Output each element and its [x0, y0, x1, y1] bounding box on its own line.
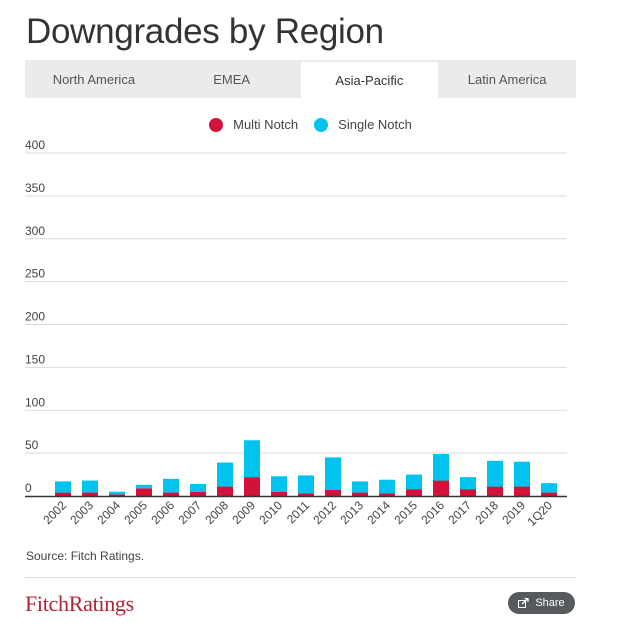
tab-north-america[interactable]: North America: [52, 71, 136, 87]
bar-multi-notch-2009[interactable]: [244, 477, 260, 496]
bar-multi-notch-2019[interactable]: [514, 486, 530, 496]
chart-title: Downgrades by Region: [26, 12, 384, 51]
bar-single-notch-2010[interactable]: [271, 476, 287, 492]
bar-single-notch-2014[interactable]: [379, 479, 395, 494]
x-tick-label-2007: 2007: [175, 498, 204, 527]
x-tick-label-2013: 2013: [337, 498, 366, 527]
x-tick-label-2004: 2004: [94, 498, 123, 527]
bar-multi-notch-1Q20[interactable]: [541, 492, 557, 496]
tab-emea[interactable]: EMEA: [213, 71, 251, 87]
y-tick-label-250: 250: [25, 267, 45, 281]
x-tick-label-2005: 2005: [121, 498, 150, 527]
x-tick-label-2016: 2016: [418, 498, 447, 527]
bar-multi-notch-2014[interactable]: [379, 493, 395, 496]
bar-multi-notch-2016[interactable]: [433, 480, 449, 496]
bar-single-notch-2004[interactable]: [109, 491, 125, 495]
bar-single-notch-2003[interactable]: [82, 480, 98, 493]
x-tick-label-2008: 2008: [202, 498, 231, 527]
y-tick-label-0: 0: [25, 481, 32, 495]
bar-multi-notch-2002[interactable]: [55, 492, 71, 496]
x-tick-label-2009: 2009: [229, 498, 258, 527]
x-tick-label-2015: 2015: [391, 498, 420, 527]
y-tick-label-350: 350: [25, 181, 45, 195]
y-tick-label-400: 400: [25, 138, 45, 152]
legend-item-multi-notch[interactable]: Multi Notch: [209, 117, 298, 132]
chart-legend: Multi Notch Single Notch: [0, 117, 621, 132]
bar-single-notch-1Q20[interactable]: [541, 483, 557, 493]
bar-single-notch-2002[interactable]: [55, 481, 71, 493]
share-label: Share: [535, 597, 565, 609]
bar-chart: 0 50 100 150 200 250 300 350 400 2002200320042005…: [25, 138, 567, 529]
bar-multi-notch-2007[interactable]: [190, 491, 206, 496]
bar-single-notch-2011[interactable]: [298, 475, 314, 494]
bar-multi-notch-2013[interactable]: [352, 492, 368, 496]
region-tabs: North America EMEA Asia-Pacific Latin Am…: [25, 60, 576, 98]
legend-label-single-notch: Single Notch: [338, 117, 412, 132]
bar-multi-notch-2005[interactable]: [136, 488, 152, 496]
bar-multi-notch-2012[interactable]: [325, 489, 341, 496]
x-tick-label-2014: 2014: [364, 498, 393, 527]
bar-single-notch-2013[interactable]: [352, 481, 368, 493]
y-tick-label-50: 50: [25, 438, 39, 452]
bar-single-notch-2009[interactable]: [244, 440, 260, 478]
x-tick-label-2011: 2011: [284, 498, 312, 526]
bar-multi-notch-2018[interactable]: [487, 486, 503, 496]
tab-latin-america[interactable]: Latin America: [467, 71, 547, 87]
bar-multi-notch-2006[interactable]: [163, 492, 179, 496]
y-tick-label-150: 150: [25, 352, 45, 366]
x-tick-label-2017: 2017: [445, 498, 474, 527]
bar-single-notch-2018[interactable]: [487, 460, 503, 487]
bar-single-notch-2015[interactable]: [406, 474, 422, 490]
share-button[interactable]: Share: [508, 592, 575, 614]
legend-item-single-notch[interactable]: Single Notch: [314, 117, 412, 132]
bar-single-notch-2005[interactable]: [136, 484, 152, 489]
bar-single-notch-2006[interactable]: [163, 478, 179, 493]
legend-swatch-single-notch: [314, 117, 329, 132]
tab-asia-pacific[interactable]: Asia-Pacific: [300, 62, 439, 98]
bar-single-notch-2016[interactable]: [433, 453, 449, 481]
x-tick-label-2018: 2018: [472, 498, 501, 527]
bar-multi-notch-2004[interactable]: [109, 494, 125, 496]
x-tick-label-2019: 2019: [499, 498, 528, 527]
bar-single-notch-2019[interactable]: [514, 461, 530, 487]
bar-multi-notch-2008[interactable]: [217, 486, 233, 496]
bar-single-notch-2007[interactable]: [190, 483, 206, 492]
bar-single-notch-2017[interactable]: [460, 477, 476, 490]
x-tick-label-2012: 2012: [310, 498, 339, 527]
y-tick-label-300: 300: [25, 224, 45, 238]
bar-multi-notch-2015[interactable]: [406, 489, 422, 496]
y-tick-label-200: 200: [25, 310, 45, 324]
bar-multi-notch-2003[interactable]: [82, 492, 98, 496]
x-tick-label-2003: 2003: [67, 498, 96, 527]
share-icon: [518, 598, 529, 608]
bar-multi-notch-2017[interactable]: [460, 489, 476, 496]
bar-multi-notch-2010[interactable]: [271, 491, 287, 496]
x-tick-label-2002: 2002: [40, 498, 69, 527]
bar-single-notch-2012[interactable]: [325, 457, 341, 490]
bar-multi-notch-2011[interactable]: [298, 493, 314, 496]
x-tick-label-1Q20: 1Q20: [524, 498, 555, 529]
legend-swatch-multi-notch: [209, 117, 224, 132]
y-tick-label-100: 100: [25, 395, 45, 409]
source-note: Source: Fitch Ratings.: [26, 549, 145, 563]
legend-label-multi-notch: Multi Notch: [233, 117, 299, 132]
x-tick-label-2010: 2010: [256, 498, 285, 527]
fitch-ratings-logo: FitchRatings: [25, 591, 134, 616]
bar-single-notch-2008[interactable]: [217, 462, 233, 487]
x-tick-label-2006: 2006: [148, 498, 177, 527]
footer-divider: [25, 577, 576, 578]
